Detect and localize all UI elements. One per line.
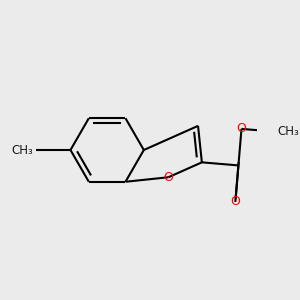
Text: CH₃: CH₃ xyxy=(277,125,299,138)
Text: O: O xyxy=(237,122,246,135)
Text: O: O xyxy=(230,196,240,208)
Text: CH₃: CH₃ xyxy=(11,143,33,157)
Text: O: O xyxy=(164,171,173,184)
